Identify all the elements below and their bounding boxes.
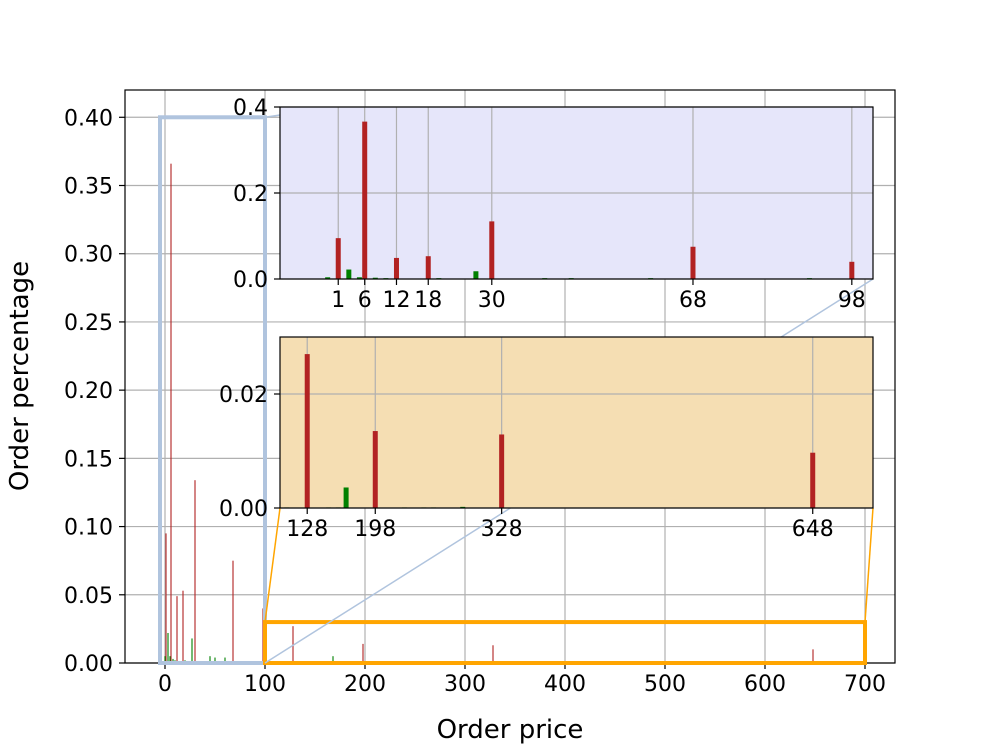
main-bar [362,644,363,663]
main-y-tick-label: 0.40 [64,106,113,131]
zoom-connector [265,508,280,622]
main-bar [492,645,493,663]
main-bar [191,638,192,663]
main-bar [165,533,166,663]
inset-top-bar [426,256,431,279]
inset-bottom-x-tick-label: 128 [286,517,328,542]
inset-bottom-x-tick-label: 328 [481,517,523,542]
inset-bottom-y-tick-label: 0.02 [219,383,268,408]
main-bar [176,596,177,663]
inset-top-x-tick-label: 1 [331,288,345,313]
inset-top-bar [489,221,494,279]
inset-bottom-x-tick-label: 198 [354,517,396,542]
inset-bottom: 128 198 328 648 0.00 0.02 [219,337,873,542]
inset-top-y-tick-label: 0.4 [233,96,268,121]
main-x-tick-label: 500 [644,672,686,697]
main-y-tick-label: 0.20 [64,379,113,404]
main-y-tick-label: 0.35 [64,175,113,200]
zoom-connector [865,508,873,622]
main-x-tick-label: 400 [544,672,586,697]
main-x-tick-label: 700 [844,672,886,697]
main-y-tick-label: 0.00 [64,652,113,677]
inset-bottom-y-tick-label: 0.00 [219,497,268,522]
main-y-tick-label: 0.05 [64,584,113,609]
inset-top-y-tick-label: 0.0 [233,268,268,293]
inset-top-x-tick-label: 68 [679,288,707,313]
inset-top-bar [849,262,854,279]
inset-top-bar [346,270,351,279]
inset-top-bar [473,271,478,279]
inset-top-y-tick-label: 0.2 [233,182,268,207]
inset-top-x-tick-label: 98 [838,288,866,313]
main-bar [170,164,171,663]
main-bar [812,649,813,663]
inset-top-x-tick-label: 6 [358,288,372,313]
x-axis-label: Order price [437,715,584,745]
inset-top-bar [394,258,399,279]
inset-bottom-bar [305,354,310,508]
main-y-tick-label: 0.30 [64,243,113,268]
main-x-tick-label: 200 [344,672,386,697]
inset-top-bar [336,238,341,279]
main-x-ticks: 0 100 200 300 400 500 600 700 [158,663,886,697]
inset-top-x-tick-label: 12 [382,288,410,313]
main-x-tick-label: 100 [244,672,286,697]
inset-top-bar [690,247,695,279]
main-y-tick-label: 0.25 [64,311,113,336]
main-x-tick-label: 600 [744,672,786,697]
main-x-tick-label: 0 [158,672,172,697]
inset-bottom-bar [810,453,815,508]
main-x-tick-label: 300 [444,672,486,697]
main-y-tick-label: 0.10 [64,516,113,541]
inset-top-bar [362,122,367,279]
inset-bottom-background [280,337,873,508]
main-bar [167,633,168,663]
main-bar [232,561,233,663]
inset-top-x-tick-label: 30 [478,288,506,313]
inset-bottom-x-tick-label: 648 [792,517,834,542]
main-y-tick-label: 0.15 [64,447,113,472]
y-axis-label: Order percentage [5,261,35,491]
main-bar [182,591,183,663]
main-bar [194,480,195,663]
inset-bottom-bar [373,431,378,508]
inset-bottom-bar [344,487,349,508]
inset-bottom-bar [499,434,504,508]
main-y-ticks: 0.00 0.05 0.10 0.15 0.20 0.25 0.30 0.35 0.40 [64,106,125,677]
inset-top-x-tick-label: 18 [414,288,442,313]
